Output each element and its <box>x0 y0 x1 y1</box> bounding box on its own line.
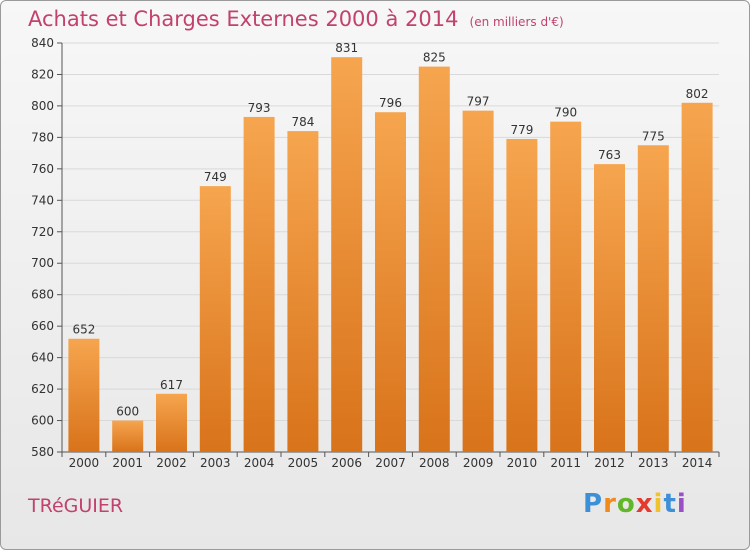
bar <box>418 66 450 452</box>
x-tick-label: 2006 <box>331 456 362 470</box>
y-tick-label: 760 <box>31 162 54 176</box>
bar-value-label: 790 <box>554 106 577 120</box>
x-tick-label: 2013 <box>638 456 669 470</box>
bar-value-label: 797 <box>467 95 490 109</box>
logo-letter: x <box>635 489 654 519</box>
y-tick-label: 580 <box>31 445 54 459</box>
y-tick-label: 640 <box>31 351 54 365</box>
x-tick-label: 2012 <box>594 456 625 470</box>
bar-value-label: 796 <box>379 96 402 110</box>
bar-value-label: 831 <box>335 41 358 55</box>
bar <box>243 116 275 452</box>
y-tick-label: 660 <box>31 319 54 333</box>
y-tick-label: 740 <box>31 193 54 207</box>
bar-value-label: 749 <box>204 170 227 184</box>
y-tick-label: 720 <box>31 225 54 239</box>
y-tick-label: 600 <box>31 414 54 428</box>
logo-letter: r <box>603 489 617 519</box>
x-tick-label: 2008 <box>419 456 450 470</box>
x-tick-label: 2009 <box>463 456 494 470</box>
bar <box>594 164 625 452</box>
logo-letter: o <box>616 489 636 519</box>
x-tick-label: 2005 <box>288 456 319 470</box>
bar <box>506 138 538 452</box>
bar-value-label: 600 <box>116 405 139 419</box>
y-tick-label: 780 <box>31 130 54 144</box>
bar-value-label: 825 <box>423 51 446 65</box>
city-name: TRéGUIER <box>28 495 124 517</box>
proxiti-logo[interactable]: Proxiti <box>583 489 687 519</box>
bar <box>156 393 187 452</box>
logo-letter: i <box>676 489 687 519</box>
logo-letter: i <box>653 489 664 519</box>
bar <box>199 186 231 452</box>
data-labels: 652 600 617 749 793 784 831 796 825 797 779 790 763 7… <box>72 41 708 418</box>
bar-value-label: 652 <box>72 323 95 337</box>
chart-unit-note: (en milliers d'€) <box>469 15 564 29</box>
bar <box>637 145 669 452</box>
x-tick-label: 2003 <box>200 456 231 470</box>
bar <box>68 338 100 452</box>
x-tick-label: 2002 <box>156 456 187 470</box>
x-tick-label: 2011 <box>550 456 581 470</box>
y-tick-label: 680 <box>31 288 54 302</box>
y-tick-label: 840 <box>31 36 54 50</box>
bar-value-label: 784 <box>291 115 314 129</box>
bar <box>681 102 713 453</box>
chart-title-main: Achats et Charges Externes 2000 à 2014 <box>28 7 459 31</box>
bars <box>68 57 713 453</box>
x-tick-label: 2004 <box>244 456 275 470</box>
y-tick-label: 700 <box>31 256 54 270</box>
bar <box>112 420 144 452</box>
y-tick-label: 820 <box>31 67 54 81</box>
x-tick-label: 2014 <box>682 456 713 470</box>
bar <box>375 112 406 452</box>
bar <box>462 110 494 453</box>
bar-value-label: 775 <box>642 129 665 143</box>
logo-letter: t <box>663 489 677 519</box>
axes: 580 600 620 640 660 680 700 720 740 760 780 800 820 8… <box>31 36 720 470</box>
bar-value-label: 793 <box>248 101 271 115</box>
logo-letter: P <box>583 489 604 519</box>
x-tick-label: 2010 <box>507 456 538 470</box>
bar-value-label: 617 <box>160 378 183 392</box>
bar-value-label: 779 <box>510 123 533 137</box>
y-tick-label: 620 <box>31 382 54 396</box>
bar-value-label: 763 <box>598 148 621 162</box>
x-tick-label: 2001 <box>112 456 143 470</box>
x-tick-label: 2000 <box>69 456 100 470</box>
bar <box>550 121 582 453</box>
bar-value-label: 802 <box>686 87 709 101</box>
chart-title: Achats et Charges Externes 2000 à 2014 (… <box>28 7 564 31</box>
y-tick-label: 800 <box>31 99 54 113</box>
x-tick-label: 2007 <box>375 456 406 470</box>
bar <box>287 131 319 453</box>
bar <box>331 57 363 453</box>
